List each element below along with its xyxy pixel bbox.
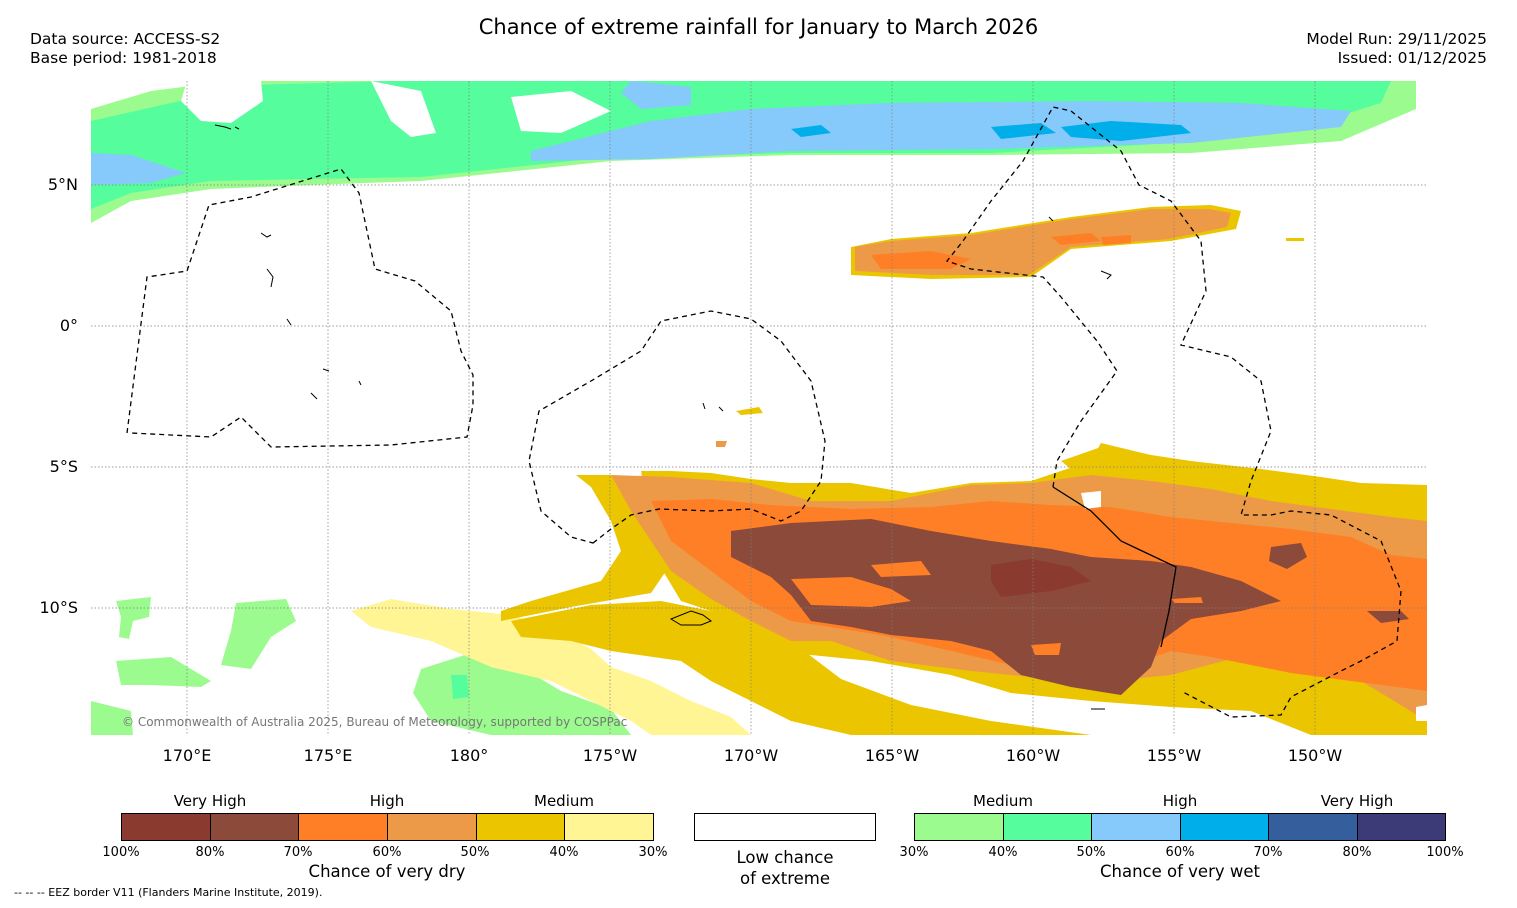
legend-wet-swatch <box>1003 814 1092 840</box>
legend-low-chance-title-line2: of extreme <box>739 869 831 888</box>
boundary-line <box>1052 486 1177 648</box>
legend-dry-tick: 80% <box>195 845 225 860</box>
lon-label-170w: 170°W <box>723 746 779 765</box>
legend-wet-swatch <box>1180 814 1269 840</box>
legend-dry-swatch <box>210 814 300 840</box>
legend-dry-category-high: High <box>369 792 405 810</box>
map-title: Chance of extreme rainfall for January t… <box>478 15 1039 39</box>
legend-wet-tick: 80% <box>1342 845 1372 860</box>
data-info: Data source: ACCESS-S2 Base period: 1981… <box>30 30 220 68</box>
lon-label-155w: 155°W <box>1146 746 1202 765</box>
legend-low-chance-swatch <box>694 813 876 841</box>
wet-region-south <box>91 597 631 735</box>
legend-dry-tick: 50% <box>460 845 490 860</box>
eez-borders <box>126 106 1402 718</box>
legend-dry-tick: 60% <box>372 845 402 860</box>
legend-low-chance-color <box>695 814 875 840</box>
lon-label-180: 180° <box>449 746 489 765</box>
lon-label-175e: 175°E <box>303 746 353 765</box>
legend-wet-tick: 100% <box>1426 845 1464 860</box>
legend-dry-colorbar <box>121 813 654 841</box>
eez-footnote: -- -- -- EEZ border V11 (Flanders Marine… <box>14 886 323 899</box>
legend-wet-title: Chance of very wet <box>1100 862 1260 881</box>
legend-dry-category-medium: Medium <box>534 792 594 810</box>
legend-wet-tick: 50% <box>1076 845 1106 860</box>
legend-dry-swatch <box>299 814 389 840</box>
legend-dry-swatch <box>565 814 654 840</box>
data-source: Data source: ACCESS-S2 <box>30 30 221 48</box>
lon-label-170e: 170°E <box>162 746 212 765</box>
rainfall-map <box>91 81 1427 735</box>
lat-label-5s: 5°S <box>49 457 78 476</box>
legend-low-chance-title-line1: Low chance <box>736 848 834 867</box>
islands <box>214 124 1112 710</box>
legend-dry-title: Chance of very dry <box>308 862 466 881</box>
legend-dry-swatch <box>388 814 477 840</box>
legend-wet-tick: 40% <box>988 845 1018 860</box>
base-period: Base period: 1981-2018 <box>30 49 217 67</box>
dry-region-south <box>351 443 1427 735</box>
legend-dry-tick: 100% <box>102 845 140 860</box>
legend-wet-tick: 60% <box>1165 845 1195 860</box>
lat-label-5n: 5°N <box>47 175 78 194</box>
legend-dry-tick: 40% <box>549 845 579 860</box>
legend-wet-tick: 70% <box>1253 845 1283 860</box>
legend-wet-colorbar <box>914 813 1446 841</box>
legend-wet-tick: 30% <box>899 845 929 860</box>
lat-label-0: 0° <box>59 316 78 335</box>
copyright-notice: © Commonwealth of Australia 2025, Bureau… <box>122 715 628 729</box>
legend-dry-swatch <box>476 814 566 840</box>
graticule <box>91 81 1427 735</box>
lon-label-160w: 160°W <box>1005 746 1061 765</box>
legend-dry-category-very-high: Very High <box>173 792 247 810</box>
legend-wet-category-medium: Medium <box>973 792 1033 810</box>
lon-label-175w: 175°W <box>582 746 638 765</box>
legend-dry-tick: 30% <box>638 845 668 860</box>
legend-wet-category-high: High <box>1162 792 1198 810</box>
lon-label-150w: 150°W <box>1287 746 1343 765</box>
issued-date: Issued: 01/12/2025 <box>1337 49 1487 67</box>
wet-region-north <box>91 81 1416 223</box>
legend-wet-swatch <box>1092 814 1181 840</box>
lat-label-10s: 10°S <box>39 598 78 617</box>
legend-dry-swatch <box>122 814 211 840</box>
legend-dry-tick: 70% <box>283 845 313 860</box>
model-run: Model Run: 29/11/2025 <box>1306 30 1487 48</box>
legend-wet-swatch <box>915 814 1004 840</box>
legend-wet-swatch <box>1269 814 1358 840</box>
lon-label-165w: 165°W <box>864 746 920 765</box>
run-info: Model Run: 29/11/2025 Issued: 01/12/2025 <box>1306 30 1487 68</box>
legend-wet-swatch <box>1357 814 1445 840</box>
legend-wet-category-very-high: Very High <box>1320 792 1394 810</box>
